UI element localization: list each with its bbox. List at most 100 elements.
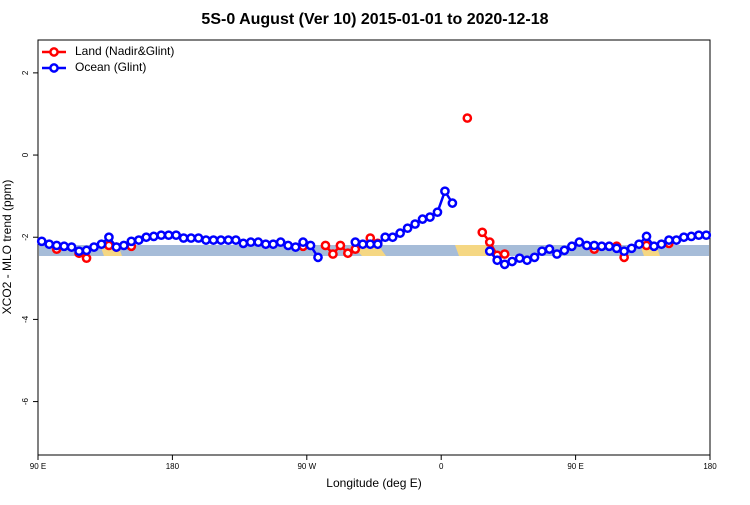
- data-point: [119, 240, 129, 251]
- data-point: [186, 233, 196, 243]
- data-point: [410, 219, 420, 229]
- data-point: [380, 232, 391, 243]
- data-point: [417, 214, 428, 224]
- data-point: [223, 235, 234, 245]
- data-point: [365, 239, 376, 250]
- data-point: [44, 239, 55, 250]
- data-point: [499, 259, 510, 270]
- data-point: [522, 255, 532, 266]
- data-point: [552, 249, 562, 259]
- data-point: [484, 237, 495, 248]
- data-point: [656, 239, 667, 250]
- y-tick-label: -6: [21, 397, 30, 405]
- data-point: [641, 240, 652, 251]
- legend-marker: [49, 63, 59, 73]
- data-point: [171, 230, 181, 241]
- x-tick-label: 180: [703, 462, 717, 471]
- x-tick-label: 90 E: [30, 462, 46, 471]
- data-point: [163, 230, 174, 241]
- data-point: [425, 212, 435, 222]
- data-point: [66, 242, 77, 252]
- data-point: [96, 239, 107, 250]
- data-point: [89, 242, 99, 252]
- land-patch: [455, 245, 490, 256]
- data-point: [619, 246, 629, 257]
- data-point: [477, 227, 488, 238]
- data-point: [529, 252, 540, 263]
- y-tick-label: 2: [21, 70, 30, 75]
- data-point: [649, 241, 659, 252]
- data-point: [320, 240, 331, 251]
- data-point: [141, 232, 152, 243]
- data-point: [447, 198, 458, 208]
- x-tick-label: 180: [166, 462, 180, 471]
- data-point: [499, 249, 510, 259]
- data-point: [51, 240, 62, 251]
- data-point: [350, 237, 361, 248]
- data-point: [290, 242, 301, 252]
- y-tick-label: -4: [21, 315, 30, 323]
- data-point: [305, 240, 316, 251]
- data-point: [559, 245, 570, 256]
- data-point: [686, 231, 697, 242]
- data-point: [679, 232, 689, 243]
- data-point: [387, 232, 398, 243]
- data-point: [402, 223, 413, 234]
- data-point: [343, 248, 353, 259]
- data-point: [507, 256, 517, 267]
- data-point: [671, 235, 682, 245]
- data-point: [611, 243, 622, 254]
- data-point: [357, 239, 368, 250]
- data-point: [492, 255, 503, 266]
- data-point: [36, 236, 47, 247]
- data-point: [701, 230, 712, 241]
- data-point: [59, 241, 69, 252]
- data-point: [432, 207, 443, 218]
- data-point: [313, 252, 323, 263]
- data-point: [133, 235, 144, 245]
- data-point: [693, 230, 704, 241]
- data-point: [81, 245, 92, 256]
- data-point: [596, 241, 607, 252]
- data-point: [664, 235, 674, 245]
- data-point: [253, 237, 264, 248]
- data-point: [81, 253, 92, 264]
- x-tick-label: 90 E: [567, 462, 583, 471]
- data-point: [395, 228, 405, 238]
- x-tick-label: 0: [439, 462, 444, 471]
- y-tick-label: 0: [21, 152, 30, 157]
- data-point: [328, 249, 338, 259]
- data-point: [201, 235, 211, 245]
- data-point: [208, 235, 219, 245]
- data-point: [74, 246, 84, 257]
- data-point: [537, 246, 547, 257]
- data-point: [372, 239, 383, 250]
- data-point: [193, 233, 204, 243]
- data-point: [544, 244, 555, 254]
- data-point: [104, 232, 114, 243]
- data-point: [260, 239, 271, 250]
- data-point: [238, 238, 249, 249]
- data-point: [604, 241, 615, 252]
- data-point: [104, 240, 114, 251]
- data-point: [335, 240, 346, 251]
- data-point: [275, 237, 286, 248]
- data-point: [178, 233, 189, 243]
- data-point: [268, 239, 279, 250]
- data-point: [567, 241, 577, 252]
- data-point: [484, 246, 495, 257]
- x-tick-label: 90 W: [297, 462, 316, 471]
- legend-marker: [49, 47, 59, 57]
- data-point: [283, 240, 293, 251]
- data-point: [245, 237, 256, 248]
- data-point: [641, 231, 652, 242]
- legend-label: Land (Nadir&Glint): [75, 44, 174, 58]
- data-point: [298, 237, 308, 248]
- data-point: [634, 239, 644, 250]
- data-point: [440, 186, 450, 197]
- chart-title: 5S-0 August (Ver 10) 2015-01-01 to 2020-…: [201, 11, 548, 28]
- data-point: [581, 240, 592, 251]
- data-point: [111, 242, 122, 252]
- data-point: [462, 113, 473, 123]
